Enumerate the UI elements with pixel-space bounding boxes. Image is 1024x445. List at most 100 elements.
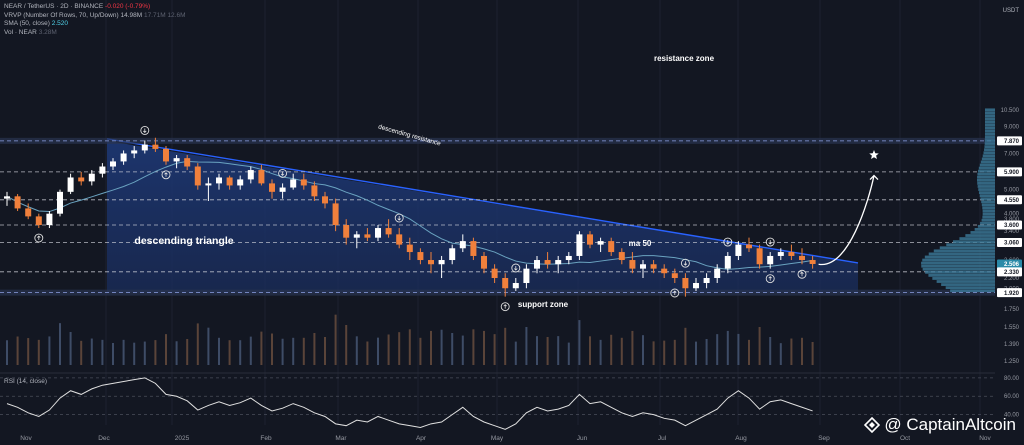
volume-bar — [387, 334, 390, 365]
volume-bar — [578, 320, 581, 365]
volume-profile-bar — [928, 252, 995, 256]
candle — [258, 164, 265, 186]
volume-bar — [737, 333, 740, 365]
candle-body — [57, 191, 63, 214]
candle — [269, 179, 275, 199]
volume-bar — [451, 333, 454, 365]
candle — [799, 248, 805, 265]
support-touch-icon — [797, 269, 807, 279]
down-arrow-icon — [397, 216, 401, 221]
volume-bar — [165, 334, 167, 365]
legend: NEAR / TetherUS · 2D · BINANCE -0.020 (-… — [4, 3, 186, 37]
price-highlight-label: 2.506 — [1004, 262, 1020, 268]
volume-profile-bar — [978, 166, 995, 170]
candle-body — [237, 179, 244, 186]
volume-bar — [716, 334, 719, 365]
support-touch-icon — [34, 233, 44, 243]
candle-body — [417, 252, 424, 261]
legend-symbol-row: NEAR / TetherUS · 2D · BINANCE -0.020 (-… — [4, 3, 186, 12]
arrow-head-icon — [869, 174, 879, 181]
volume-profile-bar — [982, 206, 995, 210]
candle-body — [428, 260, 434, 265]
candle — [555, 255, 562, 274]
volume-bar — [779, 343, 782, 365]
price-tick-label: 4.000 — [1004, 212, 1020, 218]
legend-vrvp-dim: 17.71M 12.6M — [143, 11, 186, 19]
price-highlight-tag — [997, 237, 1022, 247]
volume-profile-bar — [984, 139, 995, 142]
price-tick-label: 1.550 — [1004, 325, 1020, 331]
volume-bar — [525, 327, 528, 365]
candle — [35, 213, 42, 229]
candle — [735, 241, 742, 261]
volume-profile-bar — [965, 234, 995, 237]
time-tick-label: May — [491, 435, 504, 442]
volume-bar — [695, 341, 697, 365]
volume-bar — [684, 327, 687, 365]
candle-body — [290, 179, 297, 188]
legend-sma-row: SMA (50, close) 2.520 — [4, 20, 186, 29]
volume-profile-bar — [984, 145, 995, 149]
candle — [57, 189, 63, 217]
volume-profile-bar — [982, 209, 995, 213]
candle — [682, 273, 689, 297]
candle — [237, 175, 244, 190]
volume-profile-bar — [984, 148, 995, 152]
candle — [650, 260, 657, 274]
candle — [141, 140, 148, 154]
time-tick-label: Aug — [735, 435, 747, 442]
volume-bar — [377, 337, 379, 365]
volume-bar — [726, 330, 729, 365]
price-highlight-tag — [997, 167, 1022, 177]
candle — [470, 237, 477, 261]
price-highlight-tag — [997, 195, 1022, 205]
price-highlight-tag — [997, 136, 1022, 146]
candle-body — [78, 177, 85, 182]
volume-bar — [122, 339, 125, 365]
volume-bar — [461, 335, 464, 365]
price-highlight-tag — [997, 267, 1022, 277]
candle — [608, 237, 615, 256]
volume-profile-bar — [921, 264, 995, 268]
volume-profile-bar — [981, 218, 995, 222]
candle — [618, 248, 625, 265]
ma50-path — [6, 160, 813, 270]
volume-bar — [652, 341, 655, 365]
candle — [194, 163, 201, 190]
volume-profile-bar — [945, 286, 995, 290]
volume-bar — [430, 330, 432, 365]
volume-bar — [48, 336, 51, 365]
candle — [565, 252, 572, 265]
price-tick-label: 2.200 — [1004, 276, 1020, 282]
candle-body — [25, 208, 32, 217]
support-touch-icon — [161, 170, 171, 180]
candle — [671, 268, 678, 284]
volume-profile-bar — [932, 277, 995, 280]
down-arrow-icon — [683, 261, 688, 266]
volume-bar — [483, 330, 485, 365]
volume-bar — [90, 338, 93, 365]
support-touch-icon — [670, 288, 680, 298]
candle — [396, 228, 403, 249]
candle-body — [216, 177, 222, 184]
volume-bar — [6, 340, 8, 365]
volume-profile-bar — [985, 111, 995, 115]
volume-bar — [345, 325, 348, 365]
candle — [629, 252, 636, 274]
candle-body — [322, 196, 328, 204]
candle — [279, 183, 286, 199]
volume-bar — [663, 340, 666, 365]
resistance-touch-icon — [765, 237, 775, 247]
candle-body — [746, 244, 752, 249]
time-tick-label: Nov — [20, 435, 32, 442]
up-arrow-icon — [37, 235, 41, 241]
captainaltcoin-logo-icon — [864, 417, 881, 433]
volume-profile-bar — [979, 163, 995, 167]
candle-body — [481, 255, 487, 269]
candle — [25, 203, 32, 220]
volume-profile-bar — [977, 172, 995, 176]
touch-markers — [34, 125, 807, 312]
volume-bar — [313, 333, 316, 365]
price-tick-label: 5.000 — [1004, 188, 1020, 194]
candle-body — [110, 161, 116, 167]
